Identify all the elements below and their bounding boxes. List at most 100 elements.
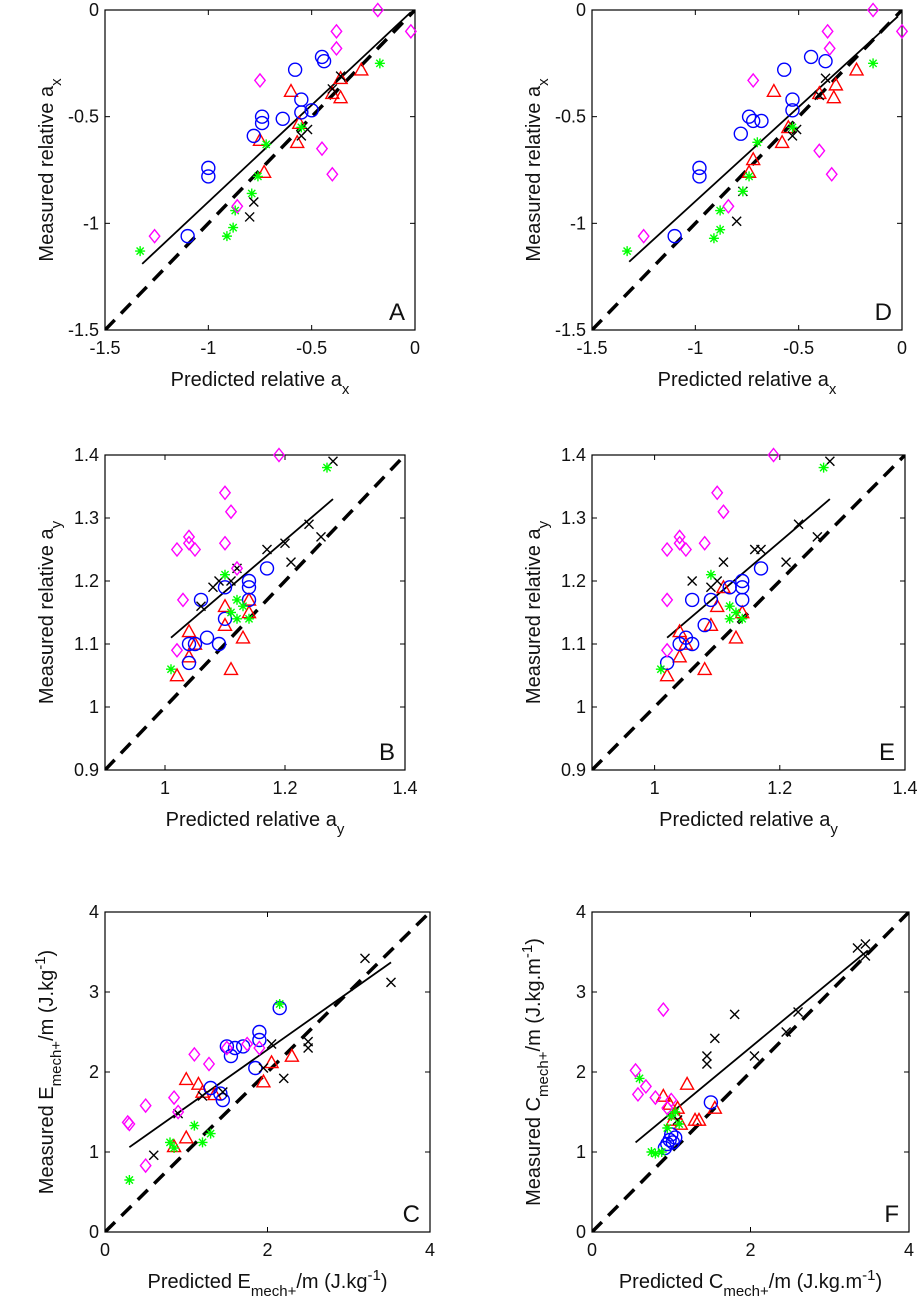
diamond-marker: [326, 166, 339, 182]
identity-line: [592, 912, 909, 1232]
star-marker: [220, 569, 230, 580]
x-marker: [280, 538, 290, 549]
axes-frame: [591, 454, 906, 771]
diamond-marker: [188, 1046, 201, 1063]
star-marker: [656, 1147, 667, 1157]
diamond-marker: [661, 541, 674, 558]
diamond-marker: [139, 1157, 152, 1174]
triangle-marker: [217, 617, 233, 631]
y-tick-label: 0: [576, 0, 586, 20]
diamond-marker: [813, 143, 826, 159]
regression-line: [666, 498, 831, 639]
x-axis-label-end: ): [381, 1271, 388, 1293]
star-marker: [724, 601, 735, 612]
x-axis-label-rest: /m (J.kg: [296, 1271, 367, 1293]
x-marker: [173, 1108, 184, 1119]
circle-marker: [241, 573, 257, 589]
y-tick-label: 1.3: [74, 508, 99, 528]
diamond-marker: [330, 23, 343, 39]
star-marker: [674, 1119, 685, 1129]
circle-marker: [316, 54, 332, 69]
diamond-marker: [404, 23, 417, 39]
diamond-marker: [218, 485, 232, 501]
x-marker: [701, 1051, 712, 1061]
x-marker: [266, 1039, 277, 1049]
star-marker: [374, 58, 385, 69]
triangle-marker: [178, 1129, 194, 1144]
circle-marker: [252, 1032, 267, 1048]
triangle-marker: [669, 1100, 686, 1114]
x-marker: [258, 1063, 269, 1073]
star-marker: [868, 58, 879, 69]
y-axis-label-main: Measured E: [36, 1086, 58, 1194]
star-marker: [666, 1111, 677, 1121]
triangle-marker: [181, 648, 197, 663]
star-marker: [705, 569, 716, 580]
triangle-marker: [766, 83, 782, 97]
x-tick-label: 0: [587, 1240, 597, 1260]
series-triangle: [659, 579, 750, 682]
circle-marker: [275, 111, 290, 127]
diamond-marker: [821, 23, 834, 39]
x-marker: [286, 557, 296, 568]
diamond-marker: [722, 198, 735, 214]
diamond-marker: [315, 141, 329, 157]
diamond-marker: [717, 504, 730, 520]
diamond-marker: [170, 541, 184, 558]
x-axis-label-rest: /m (J.kg.m: [769, 1271, 862, 1293]
x-marker: [196, 601, 206, 612]
x-axis-label-main: Predicted relative a: [171, 369, 343, 391]
y-tick-label: 3: [89, 982, 99, 1002]
y-axis-label-sub: mech+: [48, 1041, 65, 1087]
star-marker: [165, 1137, 175, 1148]
series-x: [244, 71, 346, 222]
axes-frame: [104, 454, 406, 771]
diamond-marker: [629, 1062, 642, 1079]
x-tick-label: -1: [200, 338, 216, 358]
series-circle: [659, 561, 769, 671]
y-tick-label: -1: [570, 213, 586, 233]
y-tick-label: 1: [576, 697, 586, 717]
star-marker: [744, 171, 755, 182]
series-circle: [181, 561, 275, 671]
triangle-marker: [181, 623, 197, 638]
star-marker: [226, 607, 236, 618]
triangle-marker: [252, 132, 268, 147]
circle-marker: [213, 1086, 228, 1101]
y-axis-label: Measured relative ax: [36, 78, 65, 262]
star-marker: [634, 1073, 645, 1084]
circle-marker: [703, 1095, 719, 1110]
star-marker: [189, 1120, 200, 1131]
x-axis-label-main: Predicted relative a: [658, 369, 830, 391]
y-tick-label: 0.9: [74, 760, 99, 780]
diamond-marker: [231, 198, 244, 214]
star-marker: [655, 664, 666, 675]
x-marker: [709, 1033, 720, 1044]
star-marker: [135, 246, 146, 257]
triangle-marker: [679, 1076, 695, 1090]
regression-line: [141, 11, 412, 265]
star-marker: [169, 1143, 180, 1153]
y-axis-label-end: ): [523, 938, 545, 945]
series-star: [634, 1073, 685, 1159]
x-axis-label-sub: y: [337, 821, 345, 838]
star-marker: [124, 1175, 135, 1185]
triangle-marker: [715, 579, 732, 594]
diamond-marker: [637, 228, 650, 244]
x-axis-label-sub: x: [342, 381, 350, 398]
x-tick-label: 0: [410, 338, 420, 358]
x-tick-label: 1.2: [767, 778, 792, 798]
diamond-marker: [866, 2, 880, 18]
diamond-marker: [172, 1104, 185, 1120]
diamond-marker: [253, 1040, 266, 1056]
triangle-marker: [217, 598, 233, 613]
panel-letter: C: [403, 1201, 420, 1228]
circle-marker: [248, 1060, 263, 1076]
triangle-marker: [659, 667, 675, 682]
y-tick-label: 1: [576, 1142, 586, 1162]
circle-marker: [684, 592, 700, 608]
star-marker: [221, 231, 232, 242]
triangle-marker: [848, 61, 865, 76]
